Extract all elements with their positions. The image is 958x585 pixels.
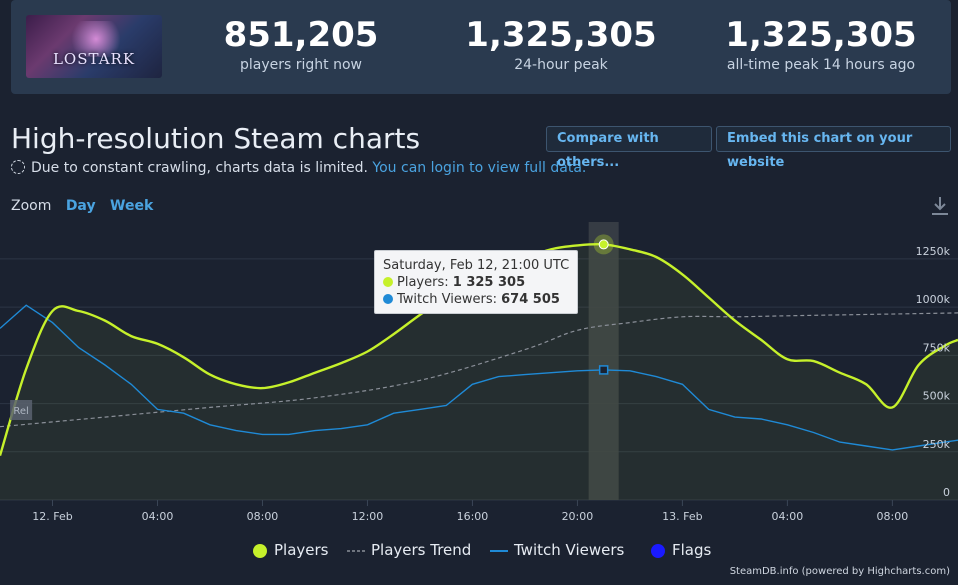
page-title: High-resolution Steam charts [11, 122, 421, 155]
flags-legend-dot-icon [651, 543, 665, 558]
x-tick-label: 12:00 [352, 510, 384, 523]
chart-legend: Players Players Trend Twitch Viewers Fla… [0, 540, 958, 562]
loading-circle-icon [11, 160, 25, 174]
legend-label: Players Trend [371, 541, 472, 559]
twitch-legend-line-icon [490, 549, 508, 552]
twitch-dot-icon [383, 294, 393, 304]
y-tick-label: 500k [923, 390, 951, 403]
x-tick-label: 12. Feb [32, 510, 72, 523]
notice-text: Due to constant crawling, charts data is… [31, 160, 368, 176]
game-logo-text: LOSTARK [52, 50, 136, 68]
legend-item-players[interactable]: Players [252, 540, 329, 560]
y-tick-label: 0 [943, 486, 950, 499]
players-area-fill [0, 244, 958, 500]
x-tick-label: 08:00 [877, 510, 909, 523]
tooltip-players-value: 1 325 305 [452, 275, 526, 290]
stat-value: 1,325,305 [725, 15, 917, 55]
players-trend-line [0, 312, 958, 428]
twitch-hover-point [598, 365, 609, 375]
players-hover-point [598, 239, 609, 250]
logo-glow [66, 21, 126, 57]
download-icon[interactable] [930, 195, 950, 217]
stat-value: 1,325,305 [465, 15, 657, 55]
y-axis-labels: 0 250k 500k 750k 1000k 1250k [916, 245, 951, 499]
login-link[interactable]: You can login to view full data. [372, 160, 587, 176]
chart-credits[interactable]: SteamDB.info (powered by Highcharts.com) [729, 566, 950, 577]
twitch-viewers-line [0, 304, 958, 451]
tooltip-players-label: Players: [397, 275, 449, 290]
x-axis-labels: 12. Feb 04:00 08:00 12:00 16:00 20:00 13. Feb 0… [32, 500, 908, 523]
legend-item-flags[interactable]: Flags [650, 540, 711, 560]
y-tick-label: 750k [923, 341, 951, 354]
zoom-label: Zoom [11, 198, 52, 214]
stat-label: players right now [240, 57, 362, 73]
y-tick-label: 1250k [916, 245, 951, 258]
players-legend-dot-icon [253, 543, 267, 558]
tooltip-date: Saturday, Feb 12, 21:00 UTC [383, 258, 570, 273]
y-tick-label: 250k [923, 438, 951, 451]
x-tick-label: 20:00 [562, 510, 594, 523]
legend-label: Players [274, 541, 329, 559]
stat-label: 24-hour peak [514, 57, 608, 73]
legend-item-twitch[interactable]: Twitch Viewers [490, 540, 624, 560]
legend-label: Twitch Viewers [514, 541, 625, 559]
compare-button[interactable]: Compare with others... [546, 126, 712, 170]
hover-highlight-band [588, 222, 619, 500]
legend-item-trend[interactable]: Players Trend [347, 540, 471, 560]
legend-label: Flags [672, 541, 712, 559]
x-tick-label: 08:00 [247, 510, 279, 523]
stat-value: 851,205 [223, 15, 379, 55]
release-flag-label: Rel [13, 406, 28, 417]
players-dot-icon [383, 277, 393, 287]
x-tick-label: 04:00 [142, 510, 174, 523]
game-logo[interactable]: LOSTARK [26, 15, 162, 78]
stat-24h-peak: 1,325,305 24-hour peak [451, 15, 671, 75]
stat-players-now: 851,205 players right now [211, 15, 391, 75]
hover-markers [593, 234, 614, 375]
trend-legend-dash-icon [347, 549, 365, 552]
stat-label: all-time peak 14 hours ago [726, 57, 916, 73]
x-tick-label: 13. Feb [662, 510, 702, 523]
x-tick-label: 04:00 [772, 510, 804, 523]
embed-chart-button[interactable]: Embed this chart on your website [716, 126, 951, 170]
release-flag[interactable] [10, 400, 33, 420]
x-tick-label: 16:00 [457, 510, 489, 523]
tooltip-twitch-value: 674 505 [501, 292, 560, 307]
tooltip-players-row: Players: 1 325 305 [383, 274, 569, 291]
flag-layer: Rel [10, 400, 33, 420]
tooltip-twitch-label: Twitch Viewers: [397, 292, 497, 307]
zoom-controls: Zoom Day Week [11, 198, 163, 214]
tooltip-twitch-row: Twitch Viewers: 674 505 [383, 291, 569, 308]
data-limit-notice: Due to constant crawling, charts data is… [11, 160, 586, 176]
stats-panel: LOSTARK 851,205 players right now 1,325,… [11, 0, 951, 94]
chart-tooltip: Saturday, Feb 12, 21:00 UTC Players: 1 3… [374, 250, 578, 314]
y-tick-label: 1000k [916, 293, 951, 306]
player-chart[interactable]: 0 250k 500k 750k 1000k 1250k 12. Feb 04:00 08:0… [0, 222, 958, 527]
zoom-day-button[interactable]: Day [65, 198, 96, 214]
zoom-week-button[interactable]: Week [110, 198, 154, 214]
stat-all-time-peak: 1,325,305 all-time peak 14 hours ago [701, 15, 941, 75]
